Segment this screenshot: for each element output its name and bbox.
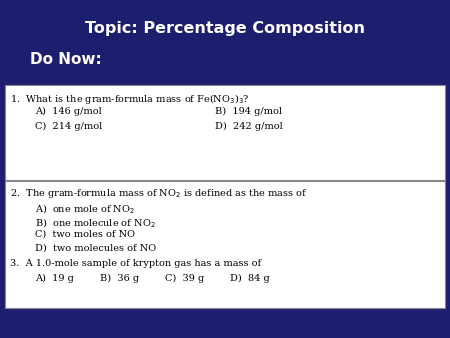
Text: B)  one molecule of NO$_2$: B) one molecule of NO$_2$ bbox=[35, 216, 156, 230]
Text: D)  two molecules of NO: D) two molecules of NO bbox=[35, 244, 156, 253]
Text: C)  two moles of NO: C) two moles of NO bbox=[35, 230, 135, 239]
Text: A)  19 g: A) 19 g bbox=[35, 274, 74, 283]
Text: D)  242 g/mol: D) 242 g/mol bbox=[215, 122, 283, 131]
Text: A)  one mole of NO$_2$: A) one mole of NO$_2$ bbox=[35, 202, 135, 216]
Text: A)  146 g/mol: A) 146 g/mol bbox=[35, 107, 102, 116]
Text: Topic: Percentage Composition: Topic: Percentage Composition bbox=[85, 21, 365, 35]
Text: C)  39 g: C) 39 g bbox=[165, 274, 204, 283]
Bar bbox=[5, 181, 445, 308]
Text: C)  214 g/mol: C) 214 g/mol bbox=[35, 122, 102, 131]
Text: B)  36 g: B) 36 g bbox=[100, 274, 139, 283]
Text: D)  84 g: D) 84 g bbox=[230, 274, 270, 283]
Text: Do Now:: Do Now: bbox=[30, 52, 102, 68]
Text: 2.  The gram-formula mass of NO$_2$ is defined as the mass of: 2. The gram-formula mass of NO$_2$ is de… bbox=[10, 187, 308, 200]
Bar bbox=[5, 85, 445, 180]
Text: 1.  What is the gram-formula mass of Fe(NO$_3$)$_3$?: 1. What is the gram-formula mass of Fe(N… bbox=[10, 92, 249, 106]
Text: B)  194 g/mol: B) 194 g/mol bbox=[215, 107, 282, 116]
Text: 3.  A 1.0-mole sample of krypton gas has a mass of: 3. A 1.0-mole sample of krypton gas has … bbox=[10, 259, 261, 268]
